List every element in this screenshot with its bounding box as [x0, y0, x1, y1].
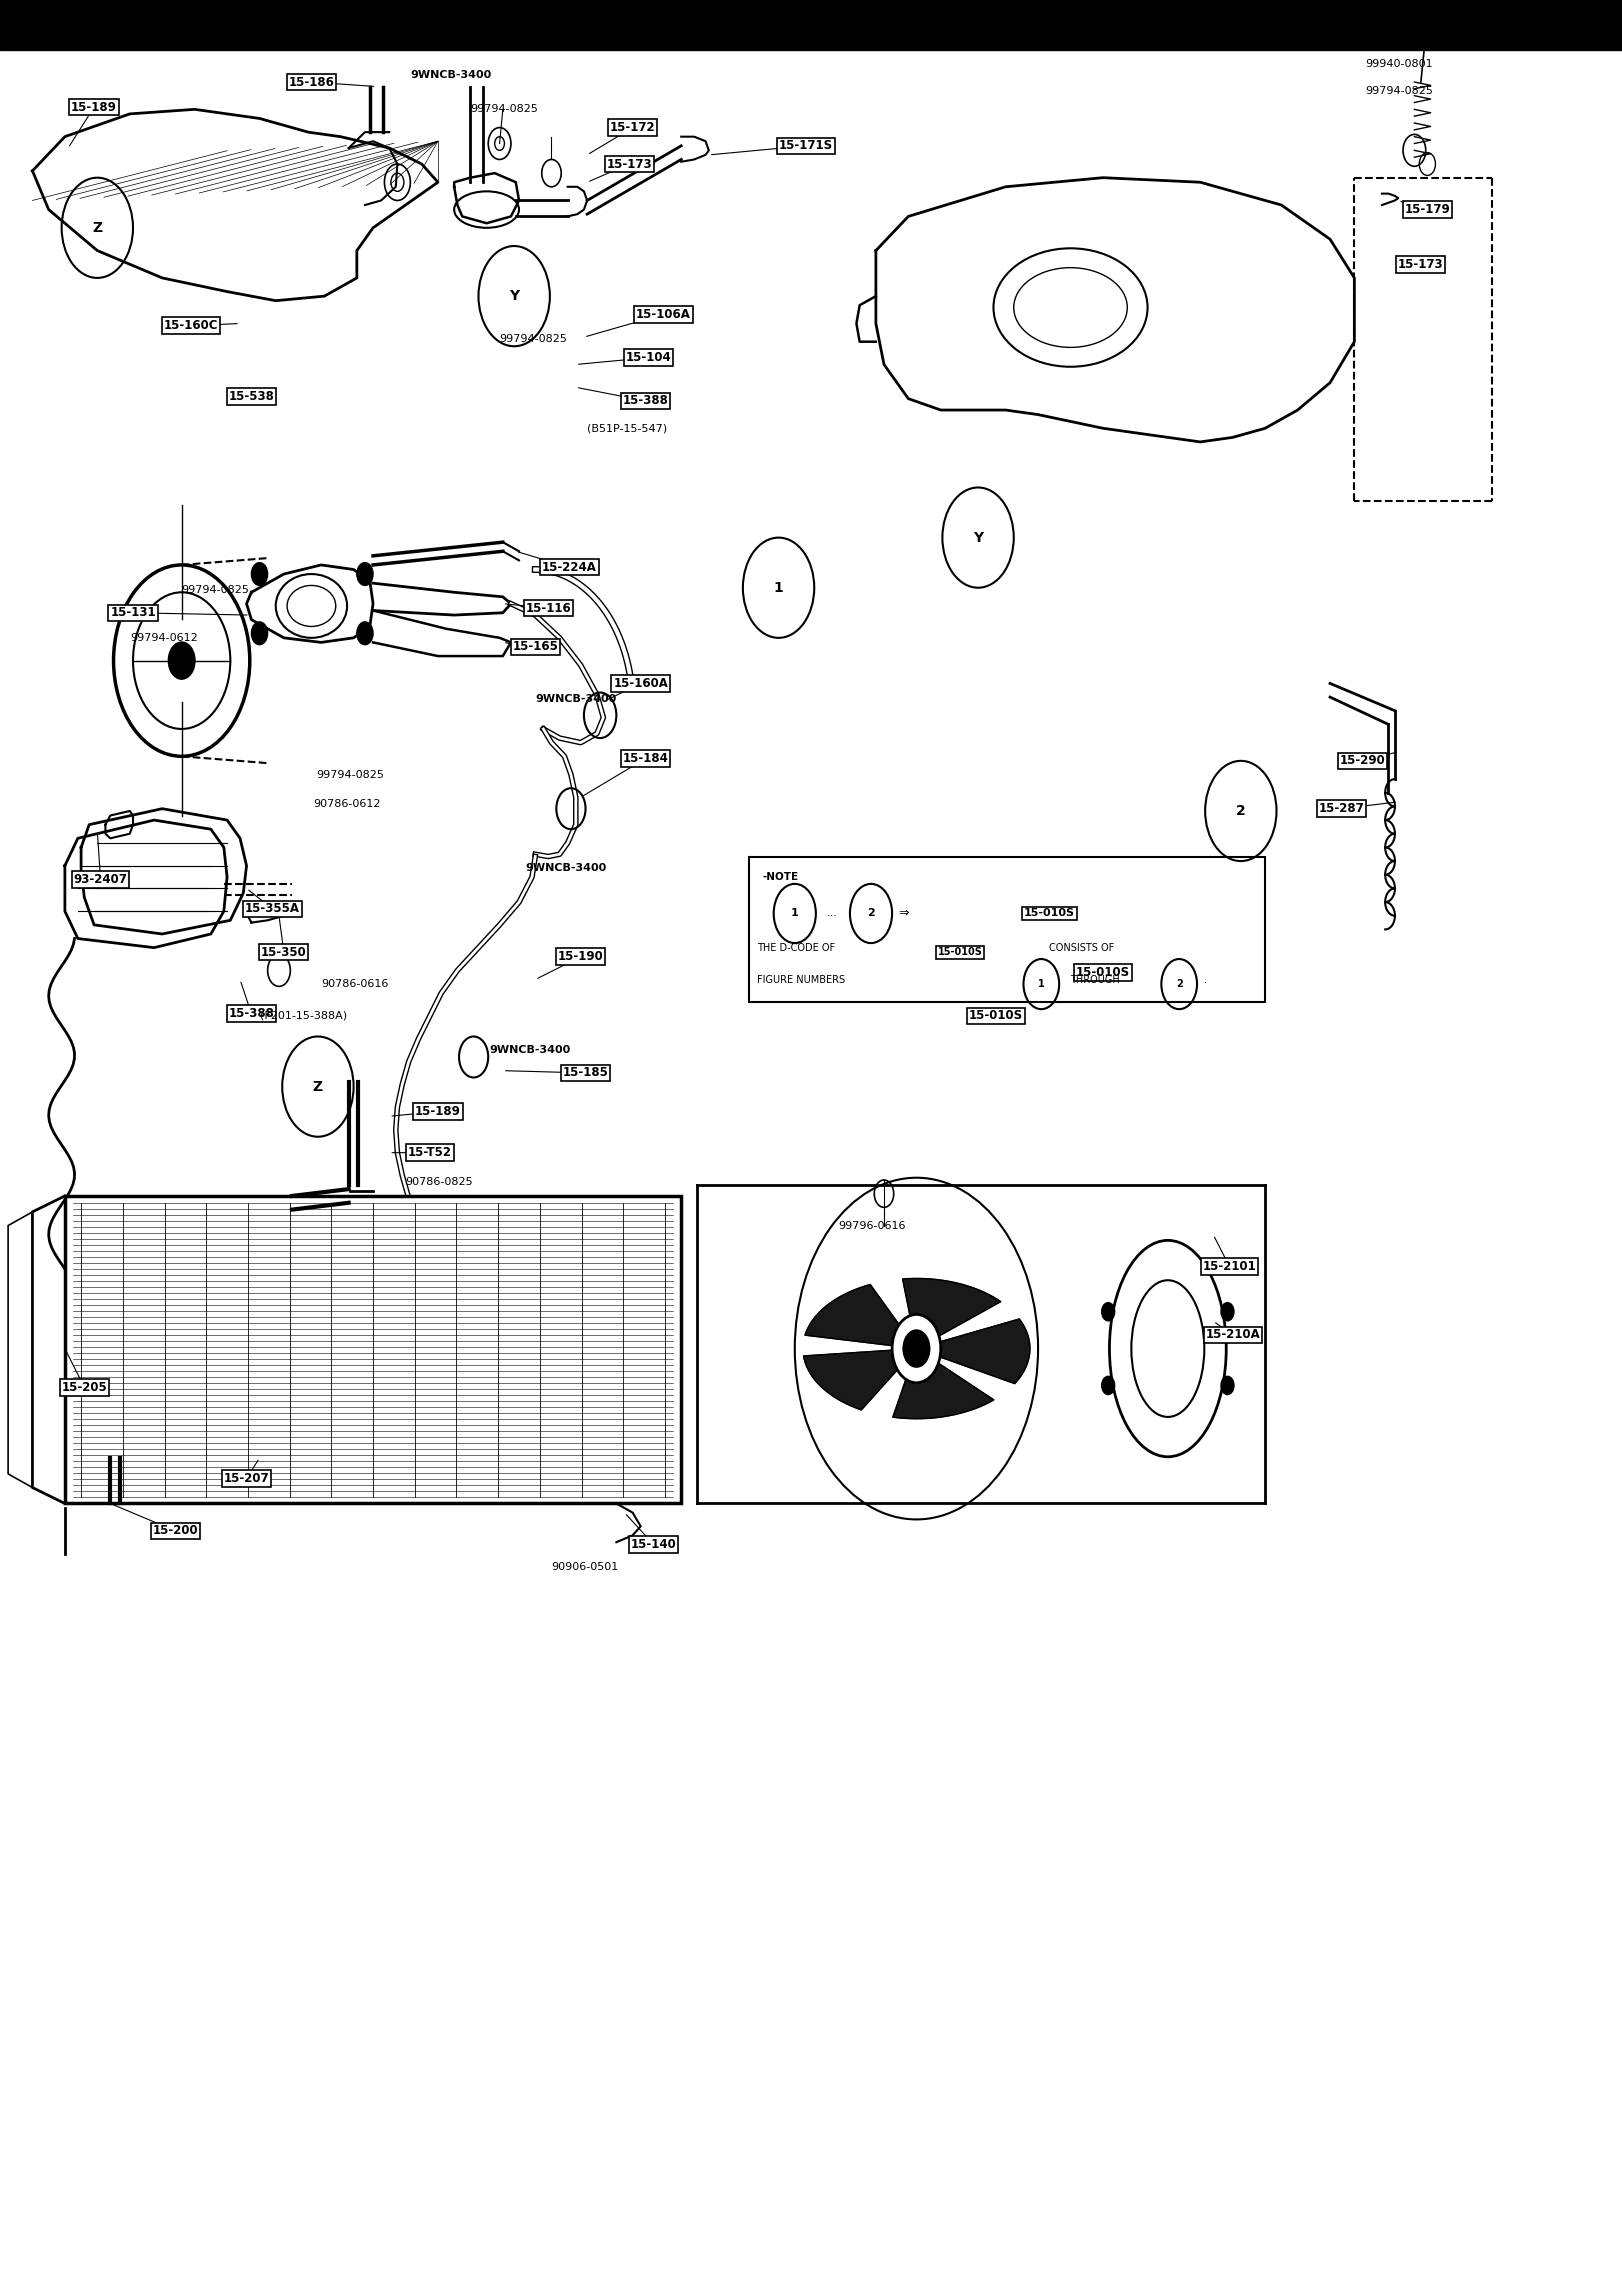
Text: 90786-0616: 90786-0616: [321, 980, 389, 989]
Text: 15-116: 15-116: [526, 601, 571, 615]
Text: 99794-0825: 99794-0825: [316, 770, 384, 779]
Text: 15-207: 15-207: [224, 1472, 269, 1485]
Text: THROUGH: THROUGH: [1071, 975, 1121, 984]
Text: 15-185: 15-185: [563, 1066, 608, 1080]
Text: 15-173: 15-173: [1398, 257, 1444, 271]
Text: 15-T52: 15-T52: [407, 1146, 453, 1160]
Text: 90786-0612: 90786-0612: [313, 800, 381, 809]
Text: 15-388: 15-388: [229, 1007, 274, 1021]
Text: 15-173: 15-173: [607, 157, 652, 171]
Polygon shape: [803, 1351, 907, 1410]
Circle shape: [251, 563, 268, 585]
Text: Y: Y: [509, 289, 519, 303]
Text: 15-104: 15-104: [626, 351, 672, 364]
Text: 15-186: 15-186: [289, 75, 334, 89]
Text: 15-189: 15-189: [71, 100, 117, 114]
Text: Z: Z: [92, 221, 102, 235]
Text: 15-290: 15-290: [1340, 754, 1385, 768]
Text: 15-184: 15-184: [623, 752, 668, 765]
Text: 15-350: 15-350: [261, 945, 307, 959]
Circle shape: [357, 563, 373, 585]
Text: 90786-0825: 90786-0825: [406, 1178, 474, 1187]
Text: 1: 1: [792, 909, 798, 918]
Text: 99794-0612: 99794-0612: [130, 633, 198, 642]
Text: (B51P-15-547): (B51P-15-547): [587, 424, 667, 433]
Bar: [749, 857, 1265, 1002]
Circle shape: [903, 1330, 929, 1367]
Text: 9WNCB-3400: 9WNCB-3400: [526, 863, 607, 872]
Circle shape: [1101, 1376, 1114, 1394]
Circle shape: [357, 622, 373, 645]
Text: 2: 2: [868, 909, 874, 918]
Text: 15-010S: 15-010S: [1075, 966, 1131, 980]
Text: 15-160C: 15-160C: [164, 319, 219, 333]
Bar: [65, 1196, 681, 1503]
Text: 93-2407: 93-2407: [73, 872, 128, 886]
Text: 15-171S: 15-171S: [779, 139, 834, 153]
Text: 15-2101: 15-2101: [1202, 1260, 1257, 1273]
Text: 15-189: 15-189: [415, 1105, 461, 1118]
Circle shape: [1101, 1303, 1114, 1321]
Text: 15-190: 15-190: [558, 950, 603, 964]
Text: 15-205: 15-205: [62, 1380, 107, 1394]
Text: FIGURE NUMBERS: FIGURE NUMBERS: [757, 975, 845, 984]
Text: 15-140: 15-140: [631, 1538, 676, 1551]
Text: THE D-CODE OF: THE D-CODE OF: [757, 943, 835, 952]
Circle shape: [1221, 1303, 1234, 1321]
Text: ...: ...: [827, 909, 839, 918]
Text: 1: 1: [774, 581, 783, 595]
Text: 15-010S: 15-010S: [968, 1009, 1023, 1023]
Text: 9WNCB-3400: 9WNCB-3400: [410, 71, 491, 80]
Text: 15-210A: 15-210A: [1205, 1328, 1260, 1342]
Text: 15-010S: 15-010S: [938, 948, 983, 957]
Polygon shape: [892, 1358, 994, 1419]
Polygon shape: [805, 1285, 908, 1346]
Text: 15-160A: 15-160A: [613, 677, 668, 690]
Bar: [0, 0, 1622, 50]
Polygon shape: [933, 1319, 1030, 1383]
Text: 99794-0825: 99794-0825: [1366, 87, 1434, 96]
Text: 99794-0825: 99794-0825: [470, 105, 539, 114]
Circle shape: [892, 1314, 941, 1383]
Text: 99940-0801: 99940-0801: [1366, 59, 1434, 68]
Circle shape: [1221, 1376, 1234, 1394]
Text: 99794-0825: 99794-0825: [500, 335, 568, 344]
Text: Z: Z: [313, 1080, 323, 1093]
Text: 90906-0501: 90906-0501: [551, 1563, 618, 1572]
Text: 2: 2: [1176, 980, 1182, 989]
Text: 99796-0616: 99796-0616: [839, 1221, 907, 1230]
Text: 1: 1: [1038, 980, 1045, 989]
Text: 15-179: 15-179: [1405, 203, 1450, 216]
Text: 9WNCB-3400: 9WNCB-3400: [490, 1046, 571, 1055]
Text: 15-388: 15-388: [623, 394, 668, 408]
Text: 15-165: 15-165: [513, 640, 558, 654]
Text: 15-287: 15-287: [1319, 802, 1364, 816]
Circle shape: [251, 622, 268, 645]
Text: 15-200: 15-200: [152, 1524, 198, 1538]
Text: -NOTE: -NOTE: [762, 872, 798, 882]
Polygon shape: [902, 1278, 1001, 1339]
Text: 9WNCB-3400: 9WNCB-3400: [535, 695, 616, 704]
Text: 99794-0825: 99794-0825: [182, 585, 250, 595]
Text: ⇒: ⇒: [899, 907, 908, 920]
Text: 15-010S: 15-010S: [1023, 909, 1075, 918]
Text: 15-131: 15-131: [110, 606, 156, 620]
Text: .: .: [1204, 975, 1207, 984]
Text: 15-355A: 15-355A: [245, 902, 300, 916]
Text: 15-538: 15-538: [229, 390, 274, 403]
Text: (F201-15-388A): (F201-15-388A): [260, 1011, 347, 1021]
Text: 15-106A: 15-106A: [636, 308, 691, 321]
Text: 2: 2: [1236, 804, 1246, 818]
Circle shape: [169, 642, 195, 679]
Text: CONSISTS OF: CONSISTS OF: [1049, 943, 1114, 952]
Text: 15-224A: 15-224A: [542, 560, 597, 574]
Text: Y: Y: [973, 531, 983, 544]
Text: 15-172: 15-172: [610, 121, 655, 134]
